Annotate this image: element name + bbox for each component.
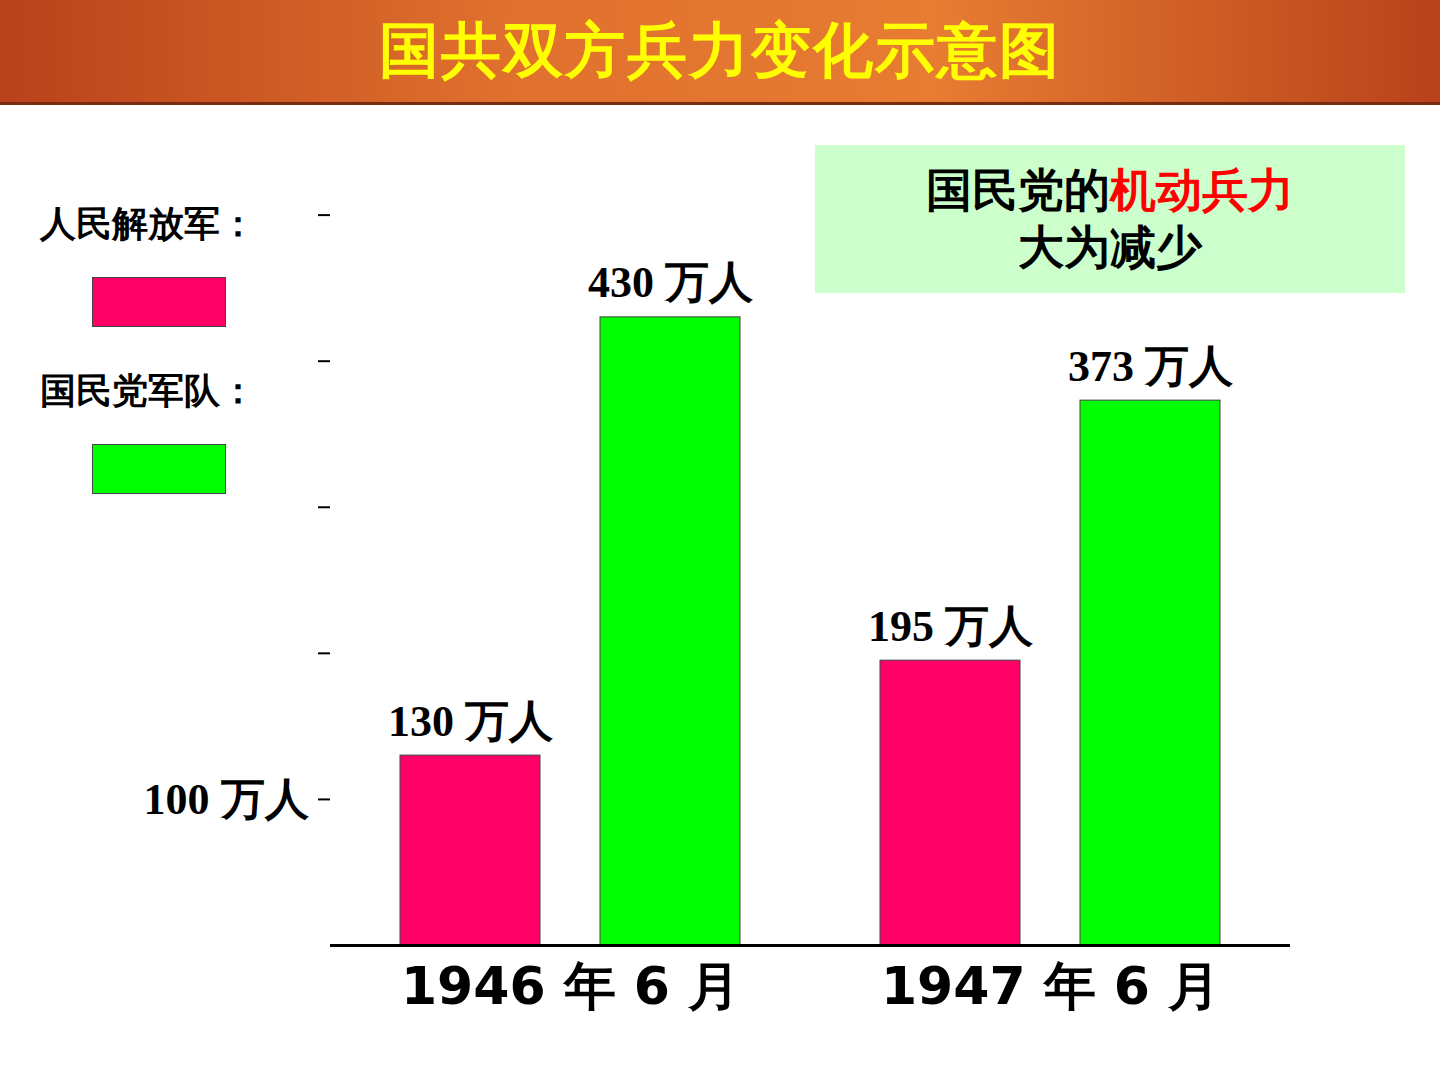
svg-text:430 万人: 430 万人 [588,258,753,307]
html-text:国民党的机动兵力: 国民党的机动兵力 [926,162,1294,217]
svg-text:1946 年 6 月: 1946 年 6 月 [401,956,740,1016]
html-text:大为减少: 大为减少 [1018,220,1202,274]
svg-text:130 万人: 130 万人 [388,697,553,746]
svg-text:100 万人: 100 万人 [144,775,309,824]
html-text:国共双方兵力变化示意图: 国共双方兵力变化示意图 [379,14,1061,85]
svg-text:1947 年 6 月: 1947 年 6 月 [881,956,1220,1016]
html-text:国民党军队：: 国民党军队： [40,370,256,411]
html-text:人民解放军：: 人民解放军： [40,203,256,244]
svg-text:195 万人: 195 万人 [868,602,1033,651]
svg-text:373 万人: 373 万人 [1068,342,1233,391]
